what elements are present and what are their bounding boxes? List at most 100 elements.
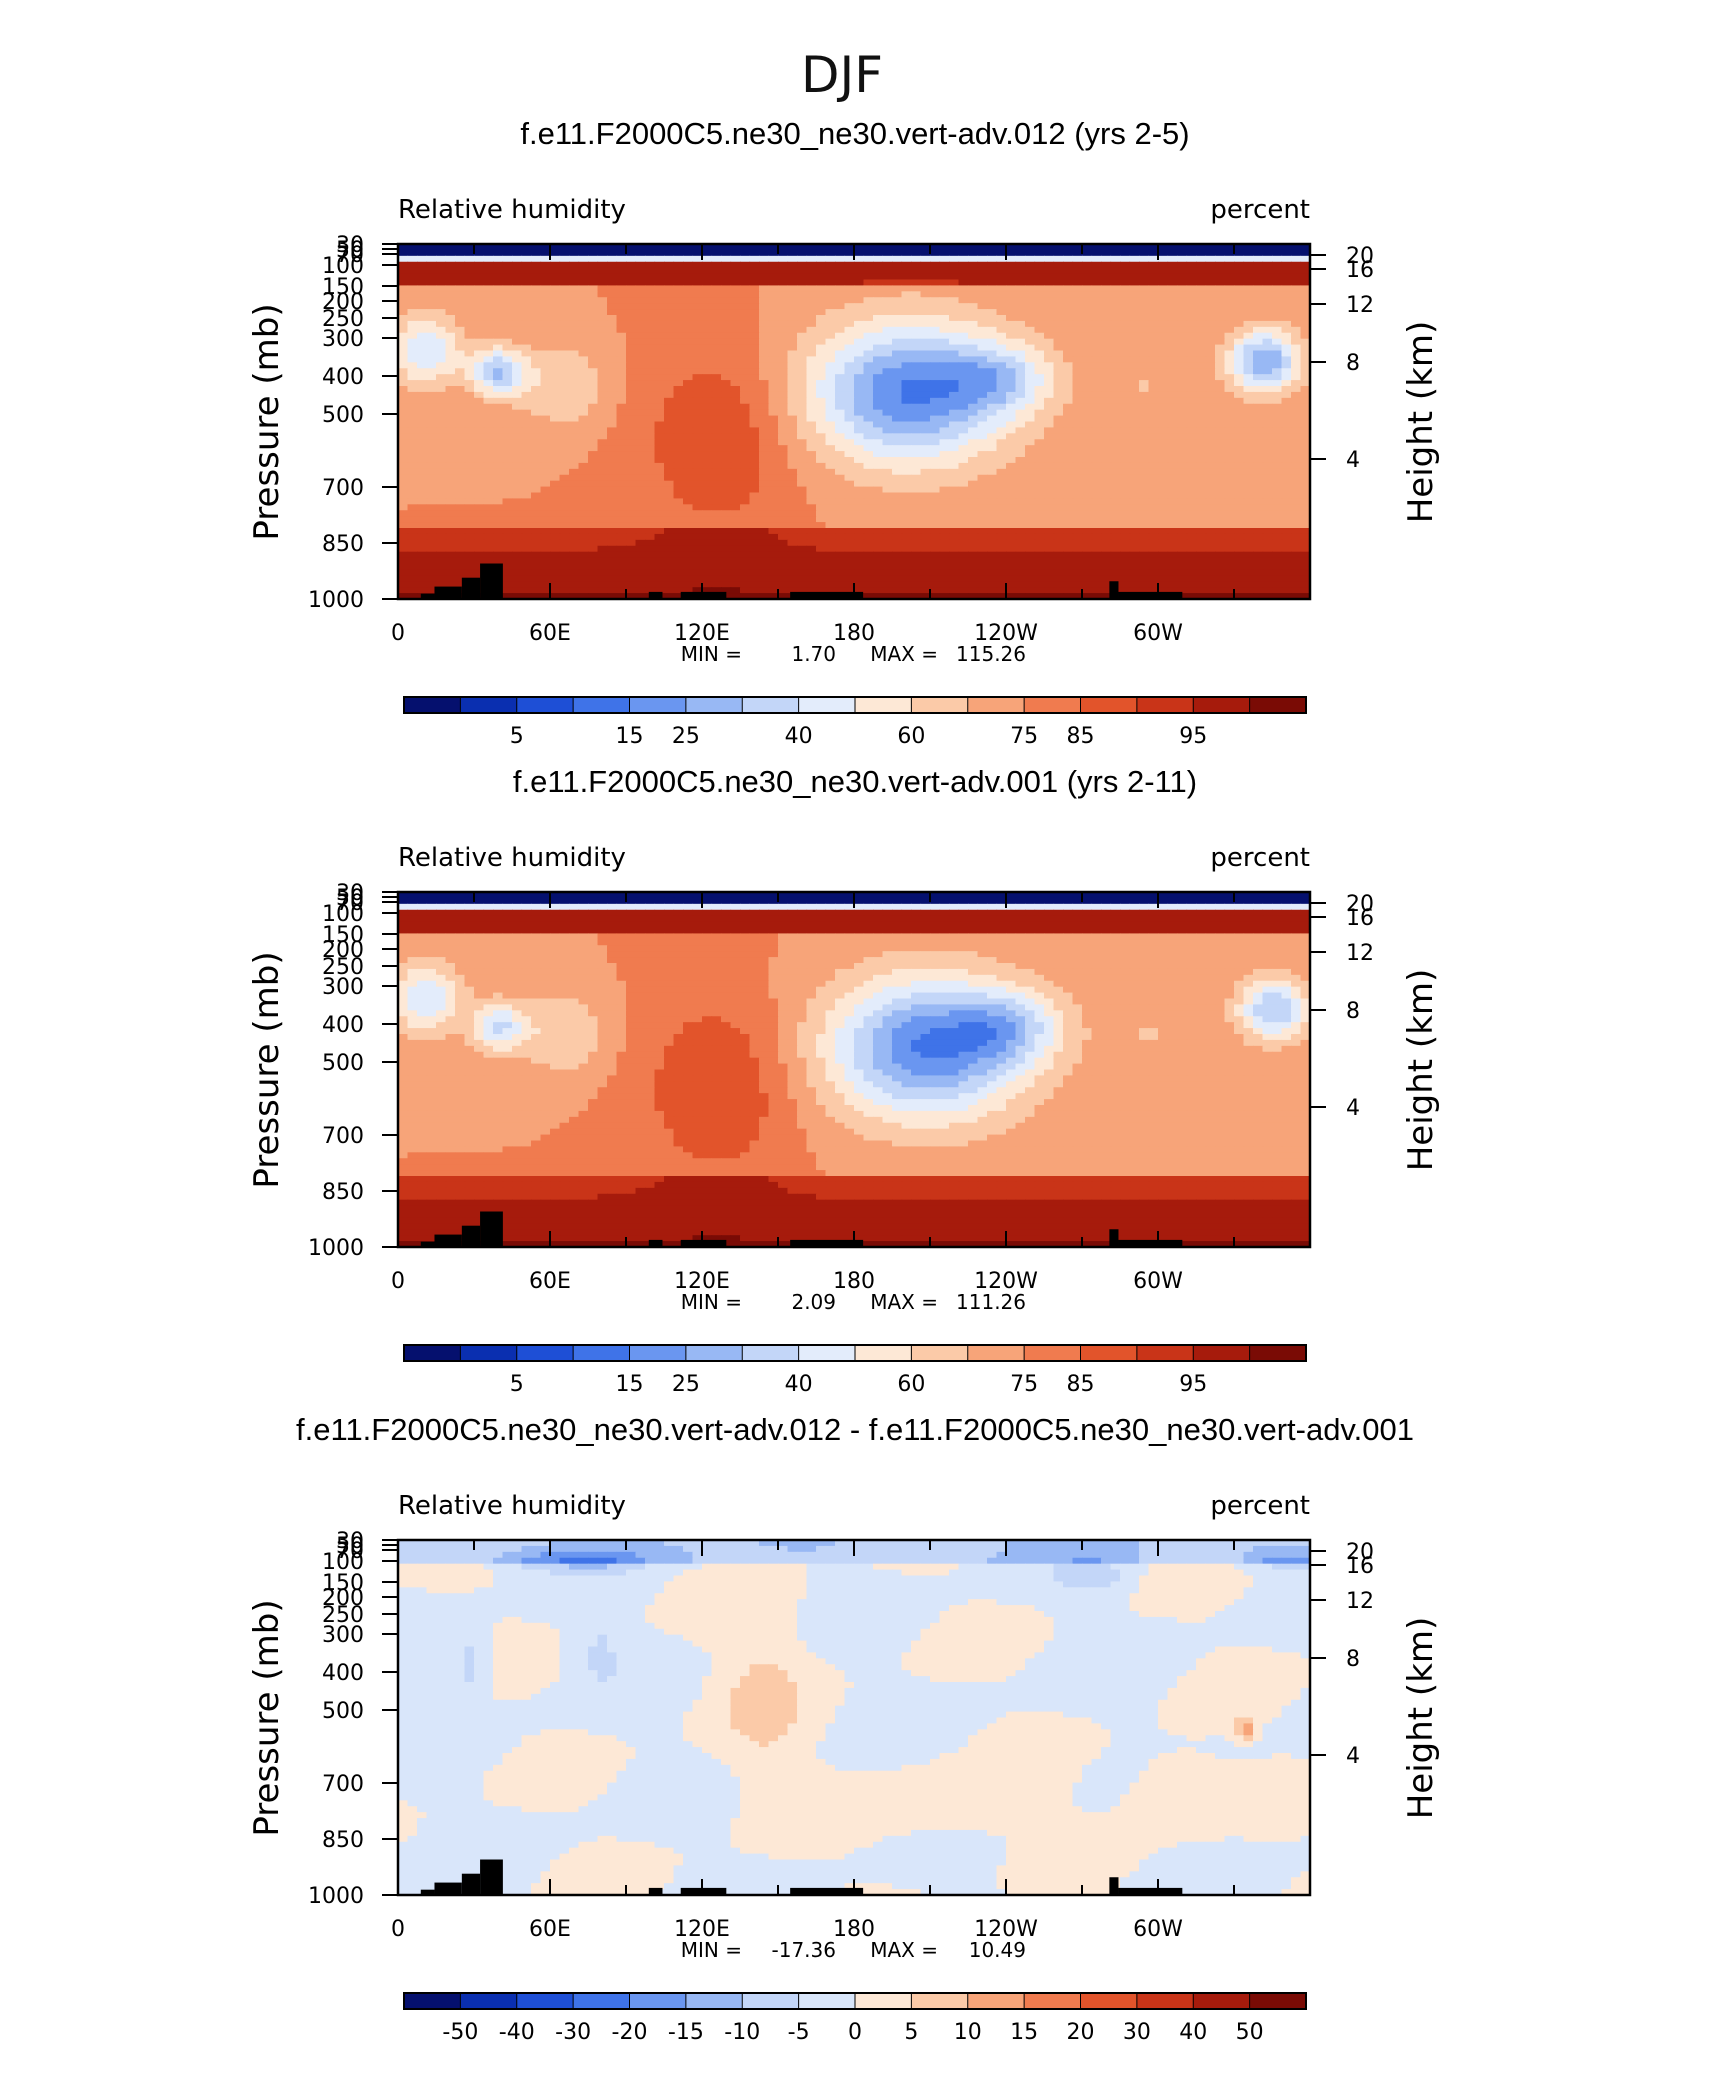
field-cell [987, 439, 998, 446]
field-cell [1196, 374, 1207, 381]
field-cell [1148, 267, 1159, 275]
field-cell [949, 285, 960, 292]
field-cell [673, 249, 684, 257]
field-cell [1167, 451, 1178, 458]
field-cell [1158, 320, 1169, 328]
field-cell [1158, 374, 1169, 381]
field-cell [569, 468, 580, 476]
field-cell [1044, 397, 1055, 405]
field-cell [930, 462, 941, 470]
field-cell [417, 403, 428, 411]
field-cell [398, 409, 409, 417]
field-cell [787, 397, 798, 405]
field-cell [464, 380, 475, 387]
field-cell [949, 545, 960, 553]
field-cell [1196, 244, 1207, 251]
field-cell [407, 326, 418, 334]
field-cell [1186, 474, 1197, 482]
field-cell [1205, 451, 1216, 458]
field-cell [483, 267, 494, 275]
field-cell [901, 516, 912, 523]
field-cell [1072, 433, 1083, 440]
field-cell [958, 244, 969, 251]
field-cell [882, 504, 893, 511]
field-cell [778, 374, 789, 381]
field-cell [626, 338, 637, 346]
field-cell [445, 374, 456, 381]
field-cell [1101, 297, 1112, 304]
field-cell [398, 504, 409, 511]
field-cell [531, 244, 542, 251]
field-cell [1158, 303, 1169, 310]
field-cell [616, 267, 627, 275]
field-cell [683, 244, 694, 251]
field-cell [958, 403, 969, 411]
field-cell [398, 545, 409, 553]
field-cell [550, 255, 561, 263]
field-cell [550, 498, 561, 505]
field-cell [1129, 545, 1140, 553]
field-cell [930, 255, 941, 263]
field-cell [521, 451, 532, 458]
field-cell [1063, 350, 1074, 358]
field-cell [1272, 368, 1283, 375]
field-cell [1262, 504, 1273, 511]
field-cell [455, 285, 466, 292]
field-cell [1291, 516, 1302, 523]
field-cell [569, 291, 580, 298]
field-cell [664, 439, 675, 446]
field-cell [1091, 338, 1102, 346]
field-cell [683, 468, 694, 476]
field-cell [426, 468, 437, 476]
field-cell [1224, 397, 1235, 405]
field-cell [711, 285, 722, 292]
field-cell [654, 249, 665, 257]
field-cell [521, 279, 532, 287]
field-cell [1025, 533, 1036, 541]
field-cell [398, 516, 409, 523]
field-cell [835, 273, 846, 281]
field-cell [588, 332, 599, 340]
field-cell [474, 492, 485, 500]
field-cell [1167, 403, 1178, 411]
field-cell [759, 244, 770, 251]
field-cell [1186, 528, 1197, 535]
field-cell [1262, 297, 1273, 304]
field-cell [569, 273, 580, 281]
field-cell [1215, 326, 1226, 334]
field-cell [759, 397, 770, 405]
field-cell [1186, 427, 1197, 434]
field-cell [1082, 386, 1093, 393]
field-cell [407, 480, 418, 488]
field-cell [673, 528, 684, 535]
field-cell [635, 350, 646, 358]
field-cell [683, 480, 694, 488]
field-cell [759, 433, 770, 440]
field-cell [1243, 533, 1254, 541]
field-cell [407, 244, 418, 251]
field-cell [654, 468, 665, 476]
field-cell [854, 397, 865, 405]
field-cell [1120, 267, 1131, 275]
field-cell [911, 415, 922, 423]
field-cell [806, 267, 817, 275]
field-cell [493, 445, 504, 452]
field-cell [512, 309, 523, 316]
field-cell [863, 326, 874, 334]
field-cell [1215, 451, 1226, 458]
field-cell [1281, 374, 1292, 381]
field-cell [559, 297, 570, 304]
field-cell [854, 309, 865, 316]
field-cell [1025, 303, 1036, 310]
field-cell [417, 433, 428, 440]
field-cell [711, 539, 722, 547]
field-cell [854, 315, 865, 322]
field-cell [1167, 326, 1178, 334]
field-cell [483, 427, 494, 434]
field-cell [863, 380, 874, 387]
field-cell [1120, 285, 1131, 292]
field-cell [930, 344, 941, 352]
field-cell [844, 397, 855, 405]
field-cell [1196, 356, 1207, 363]
field-cell [645, 244, 656, 251]
